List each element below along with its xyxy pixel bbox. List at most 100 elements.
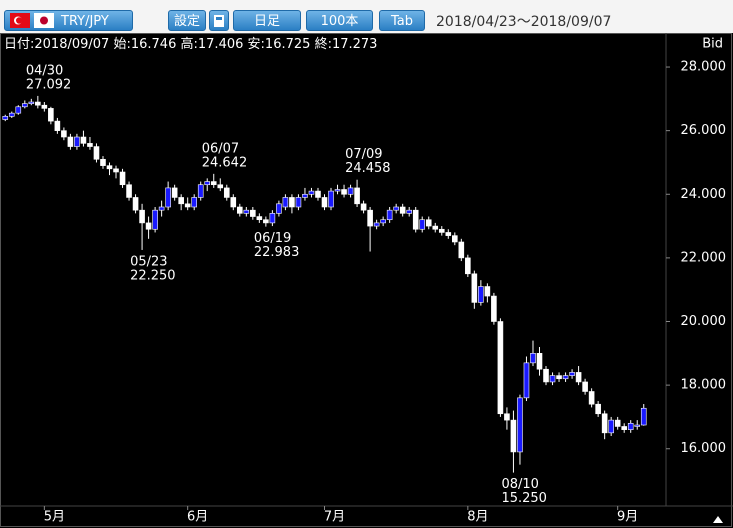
info-label: 安: — [248, 37, 265, 52]
candle-body — [419, 219, 426, 230]
candle-body — [582, 381, 588, 392]
y-tick-label: 28.000 — [681, 60, 727, 75]
candle-body — [263, 219, 269, 224]
candle-body — [282, 197, 289, 208]
info-value: 2018/09/07 — [34, 37, 109, 52]
candle-body — [41, 104, 48, 109]
candle-body — [549, 375, 556, 383]
candle-body — [608, 419, 614, 434]
pair-label: TRY/JPY — [61, 14, 109, 29]
candle-body — [517, 397, 523, 453]
info-value: 17.273 — [332, 37, 378, 52]
scroll-icon[interactable] — [713, 516, 723, 523]
candle-body — [315, 190, 321, 198]
candle-body — [393, 206, 399, 211]
candle-body — [250, 209, 256, 217]
candle-body — [458, 241, 465, 259]
candle-body — [575, 372, 582, 383]
candle-body — [289, 197, 295, 208]
candle-body — [35, 101, 41, 106]
candle-body — [139, 209, 145, 224]
annotation-value: 22.983 — [254, 245, 300, 260]
candle-body — [621, 426, 627, 430]
period-button[interactable]: 日足 — [233, 10, 301, 31]
annotation-value: 24.642 — [202, 155, 248, 170]
y-tick-label: 18.000 — [681, 378, 727, 393]
settings-button[interactable]: 設定 — [168, 10, 206, 31]
candle-body — [569, 372, 575, 376]
info-label: 始: — [113, 37, 130, 52]
candle-body — [478, 286, 484, 303]
candle-body — [119, 171, 126, 186]
annotation-value: 15.250 — [501, 491, 547, 506]
info-line: 日付:2018/09/07 始:16.746 高:17.406 安:16.725… — [4, 36, 377, 52]
chart-border — [0, 33, 732, 527]
candle-body — [237, 206, 243, 214]
candle-body — [197, 184, 204, 198]
candle-body — [452, 235, 458, 243]
candle-body — [243, 209, 250, 214]
candle-body — [328, 190, 334, 208]
candle-body — [302, 193, 308, 198]
candle-body — [191, 197, 197, 208]
candle-body — [308, 190, 315, 195]
annotation-value: 27.092 — [26, 77, 72, 92]
candle-body — [406, 209, 412, 214]
info-value: 16.725 — [265, 37, 311, 52]
tab-button[interactable]: Tab — [379, 10, 425, 31]
candle-body — [614, 419, 621, 427]
candle-body — [471, 273, 478, 303]
annotation-date: 06/19 — [254, 231, 291, 246]
candle-body — [425, 219, 432, 227]
x-tick-label: 5月 — [44, 510, 65, 525]
candle-body — [399, 206, 406, 214]
annotation-value: 24.458 — [345, 161, 391, 176]
calculator-button[interactable] — [209, 10, 229, 31]
pair-selector[interactable]: TRY/JPY — [4, 10, 133, 31]
candle-body — [178, 197, 184, 205]
candle-body — [165, 187, 171, 208]
annotation-date: 07/09 — [345, 147, 382, 162]
candle-body — [223, 187, 230, 198]
annotation-date: 08/10 — [501, 477, 538, 492]
candle-body — [465, 257, 471, 275]
info-label: 日付: — [4, 37, 34, 52]
count-button[interactable]: 100本 — [306, 10, 373, 31]
candle-body — [334, 189, 341, 192]
candle-body — [67, 136, 74, 147]
candle-body — [634, 424, 641, 427]
candle-body — [74, 136, 80, 147]
candle-body — [386, 209, 393, 221]
candle-body — [491, 295, 497, 322]
annotation-date: 04/30 — [26, 63, 63, 78]
candle-body — [93, 146, 100, 160]
candle-body — [432, 225, 439, 230]
x-tick-label: 8月 — [467, 510, 488, 525]
candle-body — [445, 232, 452, 236]
info-label: 終: — [315, 36, 332, 52]
candle-body — [54, 120, 61, 131]
candle-body — [145, 222, 152, 230]
chart-background — [0, 33, 733, 528]
candle-body — [113, 168, 119, 173]
candle-body — [152, 209, 158, 230]
candle-body — [217, 184, 224, 189]
candle-body — [510, 419, 517, 453]
candle-body — [100, 158, 106, 166]
candle-body — [562, 375, 569, 380]
y-tick-label: 22.000 — [681, 250, 727, 265]
chart: 日付:2018/09/07 始:16.746 高:17.406 安:16.725… — [0, 33, 733, 528]
candle-body — [321, 197, 328, 208]
candle-body — [536, 353, 543, 370]
annotation-date: 05/23 — [130, 254, 167, 269]
candle-body — [341, 189, 347, 195]
candle-body — [530, 353, 536, 364]
candle-body — [230, 197, 237, 208]
candle-body — [87, 143, 93, 147]
candle-body — [543, 368, 549, 383]
candle-body — [256, 216, 263, 221]
info-label: 高: — [181, 36, 198, 52]
candle-body — [380, 219, 386, 224]
candle-body — [595, 403, 601, 415]
toolbar: TRY/JPY 設定 日足 100本 Tab 2018/04/23～2018/0… — [0, 0, 733, 33]
